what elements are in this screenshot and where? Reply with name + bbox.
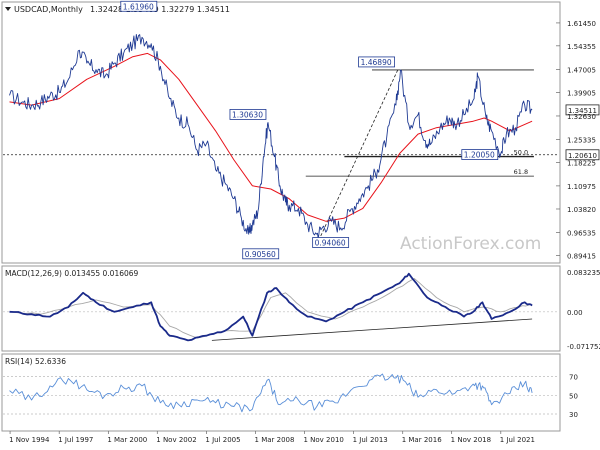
rsi-line — [9, 373, 533, 413]
price-annotation-label: 1.61960 — [123, 2, 154, 11]
price-annotation-label: 1.46890 — [361, 58, 392, 67]
symbol-label: USDCAD,Monthly — [14, 5, 83, 14]
x-tick-label: 1 Jul 2021 — [500, 436, 535, 444]
price-annotation-label: 1.20050 — [464, 151, 495, 160]
x-tick-label: 1 Nov 1994 — [9, 436, 50, 444]
price-y-tick-label: 1.32630 — [567, 113, 596, 121]
price-y-tick-label: 1.03820 — [567, 206, 596, 214]
price-panel-frame — [1, 1, 561, 264]
current-price-box — [565, 104, 600, 116]
rsi-series — [9, 373, 533, 413]
price-line — [9, 34, 533, 240]
fib-level-label: 50.0 — [514, 149, 528, 157]
price-y-tick-label: 1.47005 — [567, 67, 596, 75]
x-tick-label: 1 Nov 2010 — [303, 436, 343, 444]
x-tick-label: 1 Jul 1997 — [58, 436, 93, 444]
moving-average — [9, 52, 533, 222]
price-annotation-box — [229, 109, 267, 120]
moving-average-line — [9, 52, 533, 222]
ohlc-readout: 1.32428 1.35409 1.32279 1.34511 — [90, 5, 230, 14]
macd-trendline — [211, 318, 533, 341]
macd-series — [9, 272, 533, 342]
rsi-panel-frame — [1, 353, 561, 432]
x-tick-label: 1 Nov 2002 — [156, 436, 196, 444]
rsi-y-tick-label: 70 — [569, 374, 578, 382]
rsi-y-tick-label: 30 — [569, 411, 578, 419]
price-annotations: 1.61960 1.46890 1.30630 1.20050 1.20610 0.940… — [120, 0, 600, 260]
current-price-label: 1.34511 — [568, 107, 597, 115]
price-annotation-label: 0.94060 — [315, 238, 346, 247]
x-tick-label: 1 Mar 2016 — [402, 436, 442, 444]
price-y-tick-label: 1.18225 — [567, 159, 596, 167]
watermark: ActionForex.com — [400, 234, 541, 254]
price-annotation-label: 0.90560 — [245, 250, 276, 259]
current-level-label: 1.20610 — [568, 152, 597, 160]
chart-header: USDCAD,Monthly 1.32428 1.35409 1.32279 1… — [5, 5, 230, 14]
price-annotation-box — [461, 149, 499, 160]
price-y-tick-label: 0.96535 — [567, 230, 596, 238]
projection-line — [318, 69, 399, 241]
current-level-box — [565, 149, 600, 161]
macd-title: MACD(12,26,9) 0.013455 0.016069 — [5, 269, 139, 278]
x-tick-label: 1 Mar 2000 — [107, 436, 147, 444]
price-annotation-box — [312, 237, 350, 248]
macd-y-tick-label: -0.071752 — [567, 343, 600, 351]
x-tick-label: 1 Mar 2008 — [255, 436, 295, 444]
price-y-tick-label: 1.61450 — [567, 20, 596, 28]
y-axis-labels: 1.61450 1.54355 1.47005 1.39905 1.32630 1.253… — [556, 20, 600, 419]
price-annotation-box — [242, 248, 280, 260]
rsi-y-tick-label: 50 — [569, 392, 578, 400]
price-y-tick-label: 1.39905 — [567, 89, 596, 97]
macd-y-tick-label: 0.00 — [567, 309, 583, 317]
dropdown-triangle-icon[interactable] — [5, 7, 11, 11]
price-y-tick-label: 1.10975 — [567, 183, 596, 191]
price-y-tick-label: 1.25335 — [567, 137, 596, 145]
price-y-tick-label: 1.54355 — [567, 43, 596, 51]
price-annotation-label: 1.30630 — [232, 110, 263, 119]
grid-lines — [3, 311, 559, 415]
x-tick-label: 1 Jul 2005 — [205, 436, 240, 444]
price-y-tick-label: 0.89415 — [567, 252, 596, 260]
macd-panel-frame — [1, 265, 561, 352]
x-axis-labels: 1 Nov 1994 1 Jul 1997 1 Mar 2000 1 Nov 2002… — [9, 431, 535, 444]
fibonacci-lines — [3, 69, 559, 241]
macd-y-tick-label: 0.083235 — [567, 269, 600, 277]
price-annotation-box — [358, 56, 396, 68]
fib-level-label: 61.8 — [514, 168, 528, 176]
x-tick-label: 1 Nov 2018 — [451, 436, 491, 444]
macd-signal-line — [9, 278, 533, 339]
rsi-title: RSI(14) 52.6336 — [5, 357, 66, 366]
price-series — [9, 34, 533, 240]
x-tick-label: 1 Jul 2013 — [353, 436, 388, 444]
macd-line — [9, 272, 533, 342]
price-annotation-box — [120, 0, 158, 12]
